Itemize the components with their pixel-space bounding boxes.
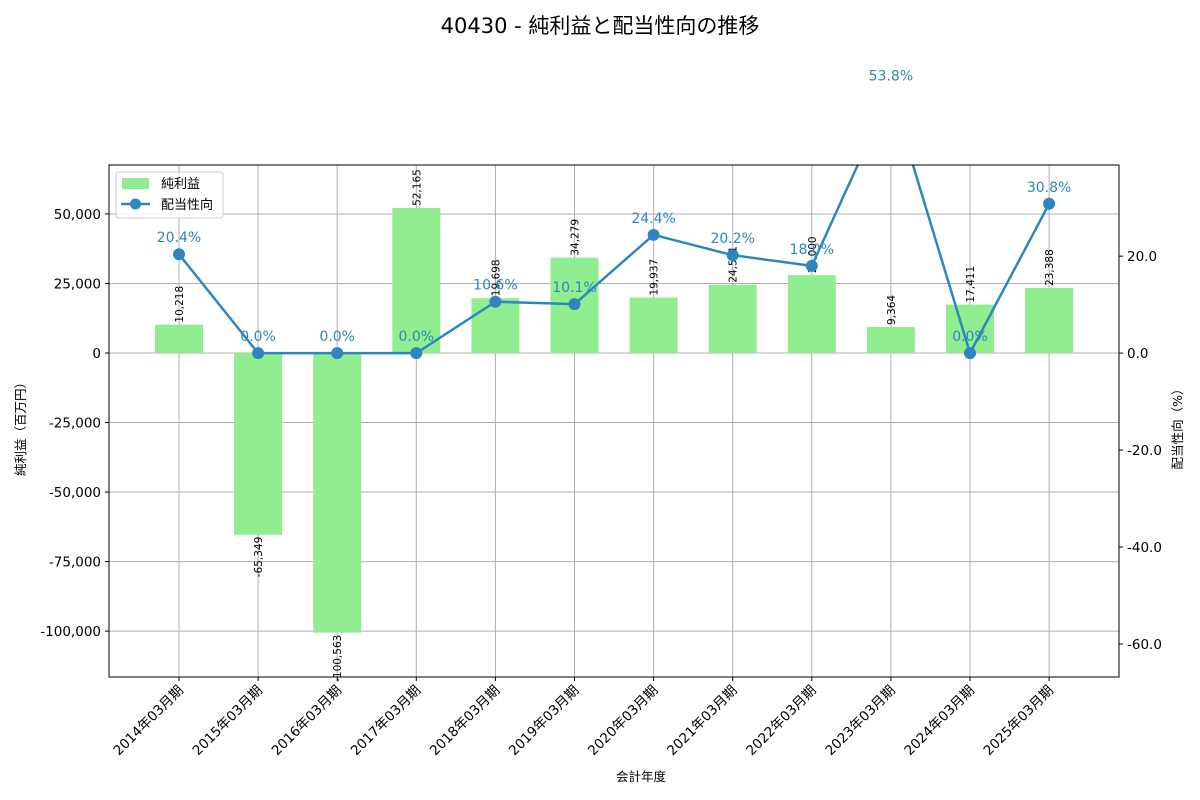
bar-value-label: 23,388 xyxy=(1044,249,1056,286)
left-tick-label: -25,000 xyxy=(49,416,101,432)
x-tick-label: 2014年03月期 xyxy=(110,683,186,759)
line-marker xyxy=(173,248,185,261)
net-income-bars xyxy=(155,207,1074,633)
legend-line-label: 配当性向 xyxy=(161,197,213,213)
payout-value-label: 10.6% xyxy=(473,278,517,294)
payout-value-label: 0.0% xyxy=(952,329,988,345)
line-marker xyxy=(726,249,739,262)
line-marker xyxy=(1043,197,1056,210)
payout-value-label: 20.2% xyxy=(710,231,754,247)
left-tick-label: 0 xyxy=(92,346,101,362)
right-tick-label: 20.0 xyxy=(1127,249,1157,265)
bar-value-labels: 10,218 -65,349 -100,563 52,165 19,698 34,279 1… xyxy=(174,169,1056,682)
x-tick-label: 2018年03月期 xyxy=(427,683,503,759)
payout-value-label: 24.4% xyxy=(631,211,675,227)
x-tick-label: 2022年03月期 xyxy=(743,683,819,759)
bar xyxy=(313,353,362,633)
left-tick-label: -100,000 xyxy=(40,624,101,640)
right-tick-label: 0.0 xyxy=(1127,346,1148,362)
payout-value-label: 20.4% xyxy=(157,230,201,246)
payout-value-label: 30.8% xyxy=(1027,180,1071,196)
payout-value-label: 53.8% xyxy=(869,68,913,84)
left-tick-label: 25,000 xyxy=(54,276,101,292)
bar-value-label: 17,411 xyxy=(965,266,977,303)
bar-value-label: 52,165 xyxy=(411,169,423,206)
line-marker xyxy=(647,228,660,241)
bar-value-label: 19,698 xyxy=(490,259,502,296)
payout-value-label: 0.0% xyxy=(319,329,355,345)
bar xyxy=(392,207,441,354)
bar-value-label: 10,218 xyxy=(174,286,186,323)
bar xyxy=(1025,287,1074,354)
left-tick-label: -50,000 xyxy=(49,485,101,501)
plot-frame xyxy=(108,164,1120,678)
x-axis-ticks: 2014年03月期 2015年03月期 2016年03月期 2017年03月期 2018… xyxy=(110,677,1057,759)
line-marker xyxy=(805,259,818,272)
left-tick-label: 50,000 xyxy=(54,207,101,223)
x-tick-label: 2024年03月期 xyxy=(901,683,977,759)
payout-value-label: 18.0% xyxy=(790,242,834,258)
payout-value-label: 0.0% xyxy=(399,329,435,345)
bar xyxy=(787,275,836,354)
line-marker xyxy=(252,347,265,360)
line-marker xyxy=(568,298,581,311)
bar-value-label: -65,349 xyxy=(253,537,265,578)
payout-ratio-labels: 20.4% 0.0% 0.0% 0.0% 10.6% 10.1% 24.4% 20.2% 18.… xyxy=(157,68,1072,345)
line-marker xyxy=(964,347,976,360)
x-tick-label: 2016年03月期 xyxy=(269,683,345,759)
x-tick-label: 2017年03月期 xyxy=(348,683,424,759)
bar xyxy=(708,284,757,354)
bar xyxy=(946,304,994,354)
left-y-axis-label: 純利益（百万円） xyxy=(13,376,28,476)
chart-title: 40430 - 純利益と配当性向の推移 xyxy=(441,14,760,38)
legend-bar-label: 純利益 xyxy=(161,177,200,192)
payout-ratio-line xyxy=(173,86,1056,360)
right-tick-label: -60.0 xyxy=(1127,637,1162,653)
legend: 純利益 配当性向 xyxy=(115,171,224,219)
line-marker xyxy=(489,295,502,308)
payout-value-label: 0.0% xyxy=(240,329,276,345)
bar xyxy=(629,297,678,354)
x-tick-label: 2025年03月期 xyxy=(981,683,1057,759)
bar-value-label: 19,937 xyxy=(649,259,661,296)
right-tick-label: -40.0 xyxy=(1127,540,1162,556)
x-tick-label: 2015年03月期 xyxy=(190,683,266,759)
bar xyxy=(866,326,915,354)
right-y-axis-label: 配当性向（%） xyxy=(1170,383,1185,470)
right-tick-label: -20.0 xyxy=(1127,443,1162,459)
bar-value-label: -100,563 xyxy=(332,635,344,682)
x-tick-label: 2020年03月期 xyxy=(585,683,661,759)
bar xyxy=(155,324,203,354)
x-tick-label: 2021年03月期 xyxy=(664,683,740,759)
line-marker xyxy=(331,347,344,360)
left-tick-label: -75,000 xyxy=(49,555,101,571)
line-marker xyxy=(410,347,423,360)
line-marker xyxy=(885,86,897,98)
x-tick-label: 2023年03月期 xyxy=(822,683,898,759)
left-y-axis-ticks: 50,000 25,000 0 -25,000 -50,000 -75,000 -100,0… xyxy=(40,207,109,640)
legend-bar-swatch xyxy=(122,178,149,189)
bar-value-label: 9,364 xyxy=(886,295,898,325)
x-axis-label: 会計年度 xyxy=(616,769,667,784)
legend-line-marker-icon xyxy=(130,198,141,210)
x-tick-label: 2019年03月期 xyxy=(506,683,582,759)
right-y-axis-ticks: 20.0 0.0 -20.0 -40.0 -60.0 xyxy=(1119,249,1162,653)
payout-value-label: 10.1% xyxy=(552,280,596,296)
bar xyxy=(234,353,283,535)
bar-value-label: 34,279 xyxy=(570,219,582,256)
